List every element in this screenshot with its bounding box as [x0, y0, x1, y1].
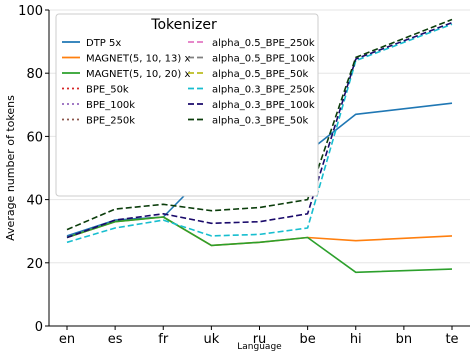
x-tick-label: be — [300, 332, 316, 347]
x-tick-label: bn — [396, 332, 413, 347]
y-tick-label: 80 — [26, 67, 43, 82]
series-line — [66, 23, 453, 244]
series-line — [66, 21, 453, 239]
x-tick-label: fr — [158, 332, 169, 347]
x-axis-label: Language — [237, 342, 282, 352]
y-axis-label: Average number of tokens — [4, 95, 17, 241]
series-line — [66, 18, 453, 231]
x-tick-label: ru — [253, 332, 267, 347]
y-tick-label: 100 — [18, 4, 43, 19]
legend-label: alpha_0.3_BPE_100k — [212, 100, 315, 111]
legend-box — [55, 13, 319, 197]
legend-label: MAGNET(5, 10, 13) x — [86, 54, 190, 65]
legend-label: MAGNET(5, 10, 20) x — [86, 69, 190, 80]
x-tick-label: en — [59, 332, 75, 347]
legend-label: alpha_0.5_BPE_250k — [212, 38, 315, 49]
legend-label: BPE_50k — [86, 85, 129, 96]
legend-label: alpha_0.3_BPE_50k — [212, 116, 309, 127]
tick-labels: 0 20 40 60 80 100 en es fr uk ru be hi bn te — [18, 4, 458, 347]
y-tick-label: 20 — [26, 257, 43, 272]
y-tick-label: 0 — [35, 320, 43, 335]
y-tick-label: 40 — [26, 194, 43, 209]
x-tick-label: hi — [350, 332, 362, 347]
legend-label: alpha_0.5_BPE_100k — [212, 54, 315, 65]
axes — [45, 9, 470, 330]
legend-entries: DTP 5x MAGNET(5, 10, 13) x MAGNET(5, 10, 2… — [62, 38, 315, 127]
series-line — [66, 216, 453, 274]
legend-label: BPE_250k — [86, 116, 135, 127]
legend-label: DTP 5x — [86, 38, 121, 49]
x-tick-label: es — [108, 332, 123, 347]
legend-label: alpha_0.3_BPE_250k — [212, 85, 315, 96]
y-tick-label: 60 — [26, 130, 43, 145]
legend-label: BPE_100k — [86, 100, 135, 111]
x-tick-label: te — [445, 332, 458, 347]
legend-label: alpha_0.5_BPE_50k — [212, 69, 309, 80]
legend-title: Tokenizer — [150, 17, 217, 33]
x-tick-label: uk — [203, 332, 219, 347]
legend: Tokenizer DTP 5x MAGNET(5, 10, 13) x MAGNE… — [55, 13, 319, 197]
